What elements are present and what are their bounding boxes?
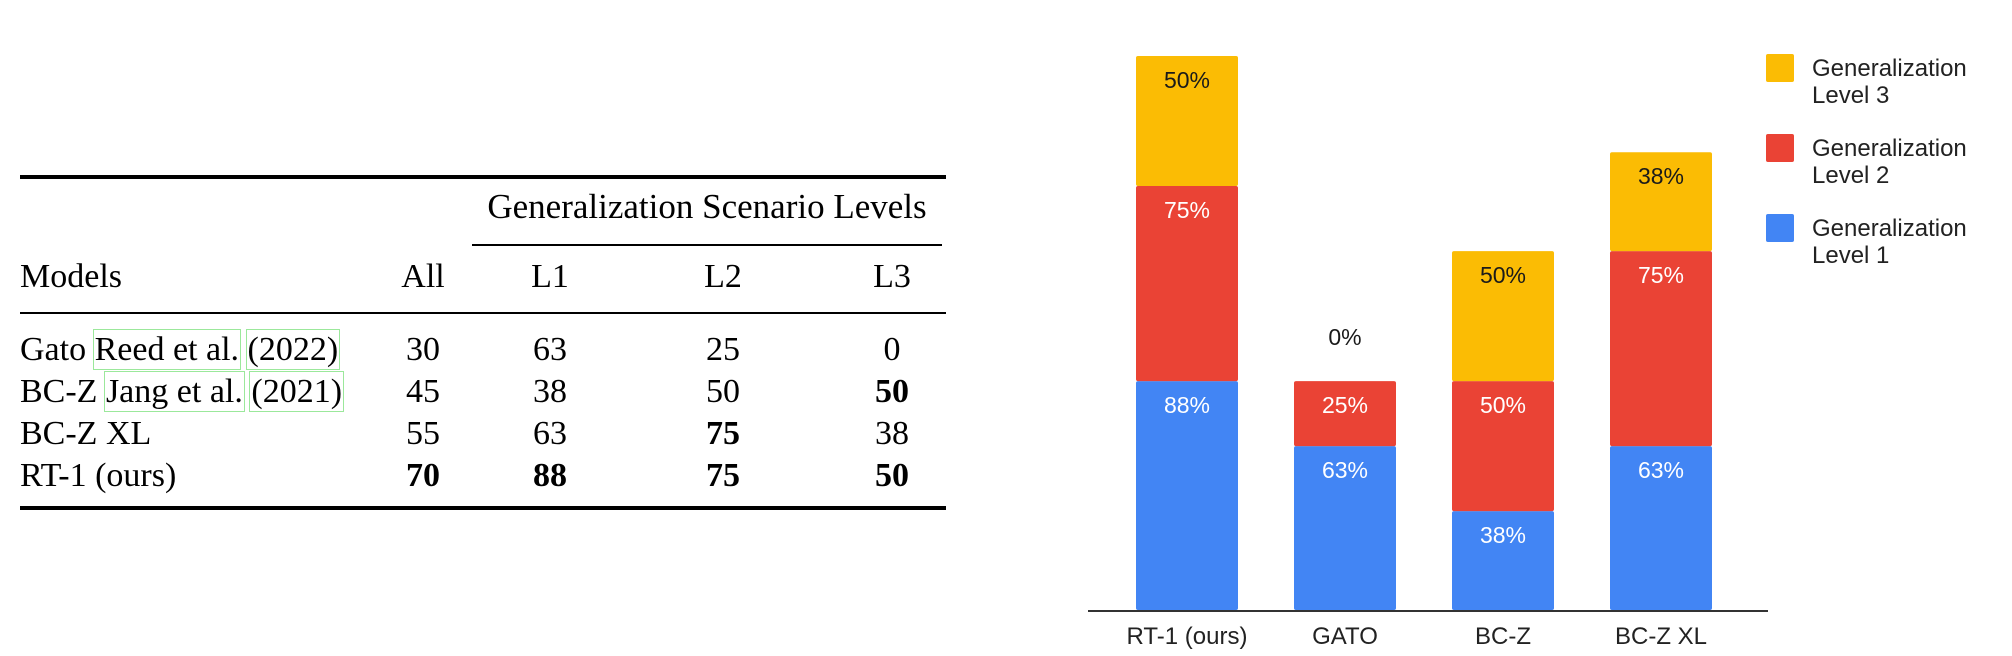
bar-segment — [1294, 381, 1396, 447]
legend-swatch — [1766, 54, 1794, 82]
group-title: Generalization Scenario Levels — [487, 187, 927, 226]
citation-link[interactable]: Jang et al. — [103, 371, 245, 412]
bar-segment — [1452, 511, 1554, 610]
bar-segment — [1610, 152, 1712, 252]
data-label: 38% — [1638, 163, 1684, 189]
table-cell: 63 — [533, 331, 567, 368]
citation-year: 2021 — [262, 373, 331, 410]
data-label: 50% — [1164, 67, 1210, 93]
table-cell: 45 — [406, 373, 440, 410]
x-tick-label: BC-Z XL — [1615, 623, 1707, 650]
table-row-model: BC-Z Jang et al. (2021) — [20, 371, 345, 412]
legend-label: Level 3 — [1812, 82, 1889, 109]
legend-swatch — [1766, 214, 1794, 242]
header-l2: L2 — [704, 258, 742, 295]
bar-segment — [1452, 381, 1554, 512]
legend-swatch — [1766, 134, 1794, 162]
table-cell: 70 — [406, 457, 440, 494]
data-label: 50% — [1480, 262, 1526, 288]
x-tick-label: GATO — [1312, 623, 1378, 650]
data-label: 0% — [1328, 324, 1361, 350]
table-cell: 30 — [406, 331, 440, 368]
table-cell: 75 — [706, 415, 740, 452]
legend-label: Level 2 — [1812, 162, 1889, 189]
legend-label: Generalization — [1812, 215, 1967, 242]
stacked-bar-chart: 88% 75% 50% RT-1 (ours) 63% 25% 0% GATO 38% 50% 50… — [1088, 54, 1967, 650]
table-cell: 0 — [883, 331, 901, 368]
table-row-model: RT-1 (ours) — [20, 457, 177, 494]
citation-authors: Reed et al. — [94, 331, 240, 368]
table-cell: 50 — [875, 457, 909, 494]
x-tick-label: RT-1 (ours) — [1127, 623, 1248, 650]
data-label: 63% — [1322, 457, 1368, 483]
header-models: Models — [20, 258, 122, 295]
citation-link[interactable]: Reed et al. — [92, 329, 242, 370]
table-cell: 63 — [533, 415, 567, 452]
model-name: BC-Z — [20, 373, 98, 410]
bar-segment — [1452, 251, 1554, 382]
bar-segment — [1294, 446, 1396, 610]
table-cell: 38 — [533, 373, 567, 410]
bar-segment — [1610, 251, 1712, 447]
table-cell: 50 — [875, 373, 909, 410]
table-header-rule — [20, 312, 946, 314]
citation-year: 2022 — [258, 331, 327, 368]
data-label: 25% — [1322, 392, 1368, 418]
data-label: 88% — [1164, 392, 1210, 418]
table-row-model: Gato Reed et al. (2022) — [20, 329, 341, 370]
table-top-rule — [20, 175, 946, 179]
model-name: Gato — [20, 331, 87, 368]
table-bottom-rule — [20, 506, 946, 510]
bar-segment — [1610, 446, 1712, 610]
table-cell: 38 — [875, 415, 909, 452]
table-row-model: BC-Z XL — [20, 415, 152, 452]
data-label: 75% — [1164, 197, 1210, 223]
data-label: 38% — [1480, 522, 1526, 548]
table-cell: 25 — [706, 331, 740, 368]
table-cell: 55 — [406, 415, 440, 452]
bar-segment — [1136, 56, 1238, 187]
group-underline — [472, 244, 942, 246]
header-l1: L1 — [531, 258, 569, 295]
citation-year-link[interactable]: (2021) — [249, 371, 345, 412]
table-cell: 88 — [533, 457, 567, 494]
header-all: All — [401, 258, 445, 295]
legend-label: Generalization — [1812, 55, 1967, 82]
x-tick-label: BC-Z — [1475, 623, 1531, 650]
table-cell: 50 — [706, 373, 740, 410]
legend-label: Generalization — [1812, 135, 1967, 162]
header-l3: L3 — [873, 258, 911, 295]
data-label: 75% — [1638, 262, 1684, 288]
citation-year-link[interactable]: (2022) — [245, 329, 341, 370]
bar-segment — [1136, 381, 1238, 610]
data-label: 63% — [1638, 457, 1684, 483]
data-label: 50% — [1480, 392, 1526, 418]
citation-authors: Jang et al. — [105, 373, 243, 410]
table-cell: 75 — [706, 457, 740, 494]
bar-segment — [1136, 186, 1238, 382]
legend-label: Level 1 — [1812, 242, 1889, 269]
